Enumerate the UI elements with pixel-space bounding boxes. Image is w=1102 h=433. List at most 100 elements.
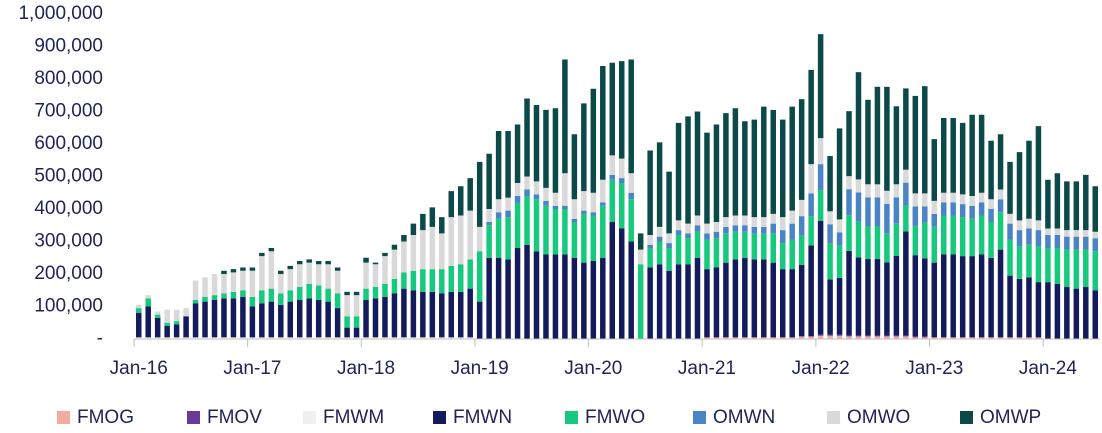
- bar-segment: [467, 288, 473, 338]
- bar-segment: [325, 337, 331, 339]
- bar-segment: [959, 256, 966, 338]
- bar-segment: [268, 288, 275, 302]
- bar-segment: [1054, 283, 1061, 339]
- bar-segment: [950, 337, 956, 339]
- bar-segment: [761, 337, 767, 339]
- bar-segment: [344, 316, 350, 328]
- bar-segment: [524, 196, 530, 245]
- bar-segment: [1035, 282, 1042, 338]
- bar-segment: [382, 337, 388, 339]
- bar-segment: [656, 142, 663, 227]
- bar-segment: [1064, 249, 1070, 287]
- bar-segment: [486, 209, 492, 222]
- bar-segment: [334, 308, 341, 338]
- bar-segment: [240, 296, 246, 338]
- bar-segment: [950, 118, 956, 193]
- bar-segment: [1007, 337, 1013, 339]
- bar-segment: [988, 209, 994, 222]
- bar-segment: [713, 231, 720, 239]
- bar-segment: [429, 337, 436, 339]
- bar-segment: [1064, 236, 1070, 250]
- bar-segment: [704, 132, 710, 224]
- bar-segment: [827, 224, 833, 244]
- bar-segment: [1016, 220, 1023, 231]
- bar-segment: [732, 225, 739, 232]
- bar-segment: [1083, 174, 1089, 231]
- bar-segment: [808, 336, 814, 339]
- legend-label: OMWO: [847, 407, 910, 428]
- bar-segment: [675, 220, 682, 231]
- bar-segment: [514, 124, 521, 183]
- legend-swatch: [303, 411, 316, 424]
- bar-segment: [1026, 218, 1032, 229]
- bar-segment: [192, 300, 199, 304]
- bar-segment: [249, 270, 256, 297]
- bar-segment: [287, 265, 294, 270]
- y-tick-label: 400,000: [34, 198, 103, 219]
- bar-segment: [221, 337, 227, 339]
- bar-segment: [524, 244, 530, 339]
- bar-segment: [420, 269, 426, 292]
- bar-segment: [969, 114, 975, 196]
- bar-segment: [959, 204, 966, 218]
- bar-segment: [202, 277, 208, 297]
- bar-segment: [959, 337, 966, 339]
- bar-segment: [675, 264, 682, 339]
- bar-segment: [448, 217, 455, 266]
- bar-segment: [514, 183, 521, 196]
- bar-segment: [723, 226, 729, 234]
- bar-segment: [950, 254, 956, 338]
- bar-segment: [761, 106, 767, 218]
- bar-segment: [950, 202, 956, 216]
- bar-segment: [1045, 179, 1051, 229]
- bar-segment: [353, 295, 360, 317]
- bar-segment: [1054, 173, 1061, 229]
- bar-segment: [732, 108, 739, 216]
- bar-segment: [997, 189, 1004, 200]
- bar-segment: [836, 232, 843, 246]
- bar-segment: [704, 223, 710, 234]
- bar-segment: [723, 217, 729, 227]
- bar-segment: [675, 122, 682, 221]
- legend-label: FMOG: [77, 407, 134, 428]
- bar-segment: [391, 293, 398, 338]
- bar-segment: [704, 337, 710, 339]
- bar-segment: [808, 245, 814, 337]
- bar-segment: [562, 173, 568, 206]
- bar-segment: [846, 336, 852, 339]
- bar-segment: [1035, 126, 1042, 221]
- bar-segment: [145, 337, 151, 339]
- bar-segment: [675, 235, 682, 265]
- bar-segment: [1054, 228, 1061, 235]
- bar-segment: [476, 251, 483, 302]
- bar-segment: [732, 259, 739, 338]
- bar-segment: [893, 106, 900, 185]
- bar-segment: [183, 337, 189, 339]
- bar-segment: [1016, 152, 1023, 221]
- bar-segment: [457, 291, 464, 338]
- legend-swatch: [57, 411, 70, 424]
- bar-segment: [723, 262, 729, 338]
- bar-segment: [893, 335, 900, 337]
- bar-segment: [420, 337, 426, 339]
- bar-segment: [846, 215, 852, 251]
- bar-segment: [135, 337, 142, 339]
- bar-segment: [514, 248, 521, 339]
- bar-segment: [448, 265, 455, 292]
- bar-segment: [912, 193, 919, 207]
- bar-segment: [372, 262, 379, 265]
- bar-segment: [211, 274, 218, 296]
- bar-segment: [221, 274, 227, 294]
- bar-segment: [789, 239, 795, 270]
- y-tick-label: 200,000: [34, 263, 103, 284]
- bar-segment: [779, 230, 786, 244]
- bar-segment: [590, 215, 597, 261]
- bar-segment: [590, 261, 597, 339]
- bar-segment: [410, 223, 417, 235]
- bar-segment: [325, 261, 331, 265]
- bar-segment: [268, 248, 275, 252]
- bar-segment: [514, 202, 521, 248]
- bar-segment: [884, 86, 890, 191]
- x-tick-label: Jan-20: [564, 358, 622, 379]
- bar-segment: [315, 261, 322, 265]
